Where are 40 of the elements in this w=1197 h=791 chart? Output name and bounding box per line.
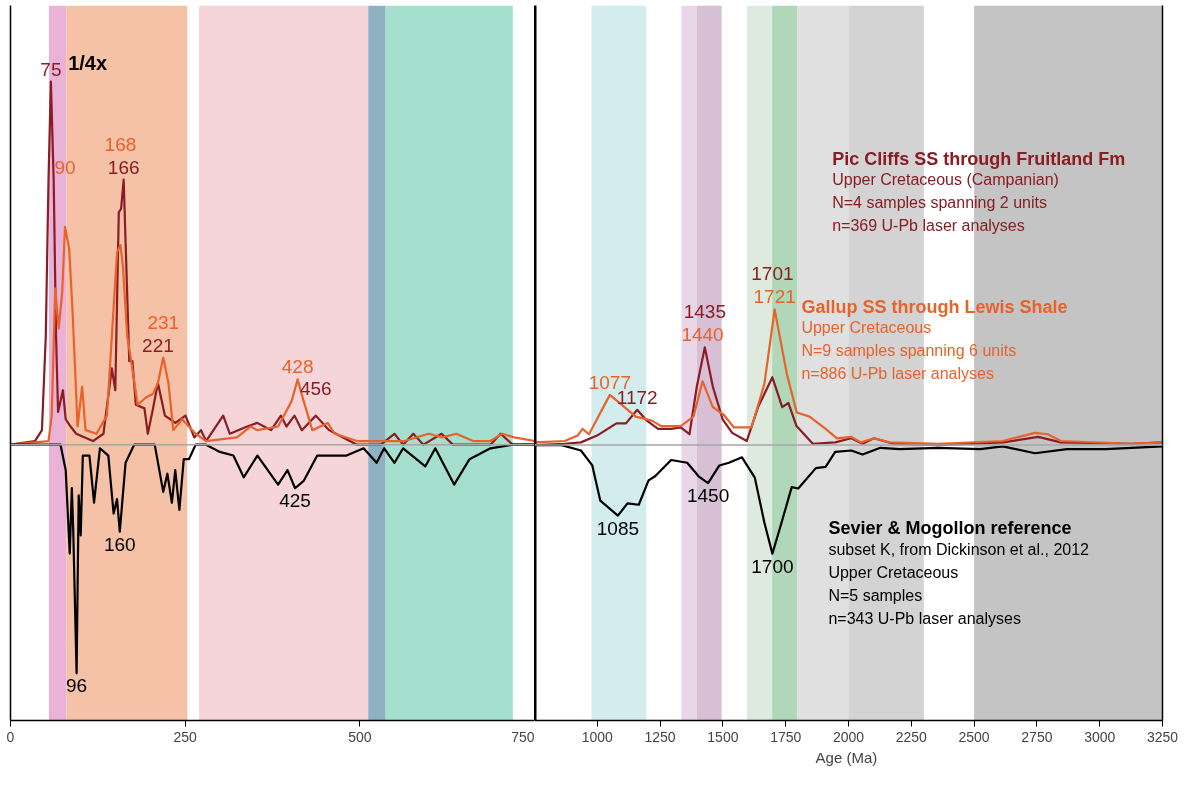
x-tick-label: 3000 [1084,728,1116,745]
series-label: Gallup SS through Lewis Shale [801,296,1068,317]
x-tick-label: 2500 [958,728,990,745]
text: Sevier & Mogollon reference [828,518,1072,539]
annotation: 160 [103,533,136,555]
annotation: 1700 [751,555,794,577]
annotation: 1450 [686,485,730,507]
x-tick-label: 0 [6,728,15,745]
annotation: 75 [40,58,62,80]
x-tick-label: 3250 [1146,728,1179,745]
x-tick-label: 2000 [832,728,865,745]
x-tick-label: 250 [173,728,198,745]
annotation: 428 [281,356,314,378]
annotation: 1721 [753,286,796,308]
annotation: 231 [147,311,180,333]
annotation: 166 [107,156,140,178]
annotation: 456 [299,378,332,400]
x-tick-label: 1500 [707,728,739,745]
annotation: 425 [279,490,311,512]
text: Upper Cretaceous (Campanian) N=4 samples spanning 2 units n=369 U-Pb laser analyses [832,171,1059,235]
x-tick-label: 2250 [895,728,928,745]
x-tick-label: 1250 [644,728,676,745]
x-tick-label: 2750 [1021,728,1053,745]
x-tick-label: 500 [348,728,372,745]
x-tick-label: 1750 [770,728,802,745]
annotation: 168 [104,133,137,155]
annotation: 96 [66,675,88,697]
x-axis-title: Age (Ma) [815,748,878,766]
text: 1/4x [68,51,108,74]
x-tick-label: 1000 [581,728,614,745]
annotation: subset K, from Dickinson et al., 2012 Upper Cretaceous N=5 samples n=343 U-Pb laser analyses [828,541,1090,627]
annotation: Upper Cretaceous N=9 samples spanning 6 units n=886 U-Pb laser analyses [801,319,1017,383]
x-tick-label: 750 [511,728,535,745]
annotation: 1435 [683,301,726,323]
annotation: 221 [142,334,174,356]
annotation: 1701 [751,263,794,285]
annotation: 90 [54,156,76,178]
annotation: 1440 [681,324,724,346]
text: Pic Cliffs SS through Fruitland Fm [832,148,1126,169]
annotation: 1085 [596,517,640,539]
